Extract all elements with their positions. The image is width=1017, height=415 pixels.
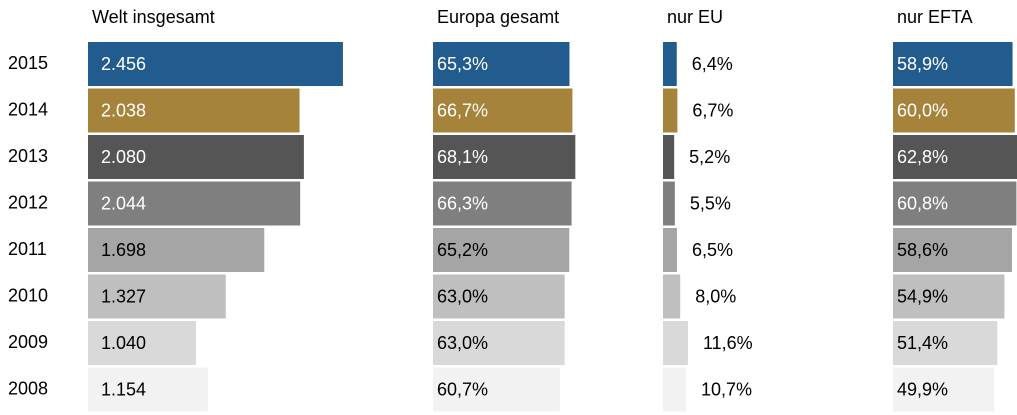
bar [433,181,572,226]
value-label: 51,4% [897,333,948,353]
value-label: 6,7% [692,100,733,120]
bar [893,274,1005,319]
bar [88,321,196,365]
value-label: 10,7% [701,379,752,399]
value-label: 6,5% [692,240,733,260]
bar [893,135,1017,179]
value-label: 68,1% [437,147,488,167]
bar [433,88,573,133]
value-label: 54,9% [897,286,948,306]
value-label: 58,9% [897,54,948,74]
bar [433,135,576,179]
value-label: 65,2% [437,240,488,260]
value-label: 66,7% [437,100,488,120]
panel-title: nur EFTA [897,7,973,27]
bar [893,88,1015,133]
bar [663,228,677,272]
value-label: 63,0% [437,333,488,353]
value-label: 2.038 [101,100,146,120]
bar [893,42,1013,86]
year-label: 2010 [8,285,48,305]
year-label: 2014 [8,99,48,119]
panel-title: nur EU [667,7,723,27]
bar [88,135,304,179]
value-label: 6,4% [692,54,733,74]
year-label: 2009 [8,332,48,352]
bar [433,228,570,272]
bar [88,181,301,226]
value-label: 2.080 [101,147,146,167]
value-label: 60,8% [897,193,948,213]
value-label: 49,9% [897,379,948,399]
value-label: 2.044 [101,193,146,213]
bar [663,42,677,86]
year-label: 2013 [8,146,48,166]
year-label: 2012 [8,192,48,212]
bar [88,88,300,133]
bar [433,321,565,365]
bar [663,181,675,226]
year-label: 2011 [8,239,47,259]
value-label: 2.456 [101,54,146,74]
value-label: 5,2% [689,147,730,167]
panel-title: Welt insgesamt [92,7,215,27]
panel-title: Europa gesamt [437,7,559,27]
year-label: 2008 [8,378,48,398]
bar [433,42,570,86]
bar [663,274,681,319]
value-label: 66,3% [437,193,488,213]
bar [88,42,343,86]
bar [88,228,265,272]
value-label: 1.698 [101,240,146,260]
bar [663,135,675,179]
bar [433,274,565,319]
bar [893,181,1017,226]
bar [893,321,998,365]
value-label: 1.327 [101,286,146,306]
bar [88,367,208,412]
bar [893,367,995,412]
value-label: 11,6% [703,333,753,353]
bar [663,88,678,133]
value-label: 62,8% [897,147,948,167]
value-label: 63,0% [437,286,488,306]
value-label: 5,5% [690,193,731,213]
year-label: 2015 [8,53,48,73]
value-label: 1.154 [101,379,146,399]
value-label: 8,0% [695,286,736,306]
value-label: 60,7% [437,379,488,399]
bar [663,367,687,412]
value-label: 65,3% [437,54,488,74]
value-label: 1.040 [101,333,146,353]
value-label: 60,0% [897,100,948,120]
bar [663,321,688,365]
bar [893,228,1012,272]
bar [88,274,226,319]
bar [433,367,560,412]
value-label: 58,6% [897,240,948,260]
